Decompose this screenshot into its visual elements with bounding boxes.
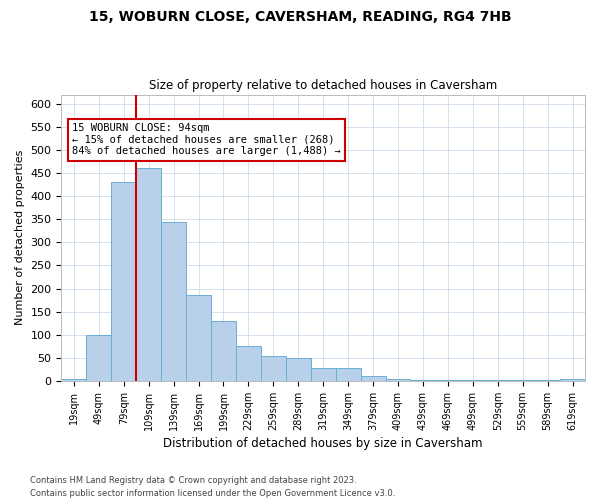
Bar: [211, 321, 236, 381]
Bar: [436, 380, 460, 381]
Bar: [410, 380, 436, 381]
Bar: [111, 182, 136, 381]
Bar: [186, 296, 211, 381]
Bar: [136, 168, 161, 381]
Bar: [286, 358, 311, 381]
Y-axis label: Number of detached properties: Number of detached properties: [15, 150, 25, 326]
Bar: [161, 222, 186, 381]
Bar: [335, 368, 361, 381]
Title: Size of property relative to detached houses in Caversham: Size of property relative to detached ho…: [149, 79, 497, 92]
Bar: [361, 376, 386, 381]
Text: Contains HM Land Registry data © Crown copyright and database right 2023.
Contai: Contains HM Land Registry data © Crown c…: [30, 476, 395, 498]
Bar: [61, 378, 86, 381]
Text: 15, WOBURN CLOSE, CAVERSHAM, READING, RG4 7HB: 15, WOBURN CLOSE, CAVERSHAM, READING, RG…: [89, 10, 511, 24]
Bar: [386, 378, 410, 381]
Bar: [311, 368, 335, 381]
Bar: [261, 356, 286, 381]
X-axis label: Distribution of detached houses by size in Caversham: Distribution of detached houses by size …: [163, 437, 483, 450]
Bar: [560, 378, 585, 381]
Bar: [236, 346, 261, 381]
Text: 15 WOBURN CLOSE: 94sqm
← 15% of detached houses are smaller (268)
84% of detache: 15 WOBURN CLOSE: 94sqm ← 15% of detached…: [72, 123, 341, 156]
Bar: [86, 335, 111, 381]
